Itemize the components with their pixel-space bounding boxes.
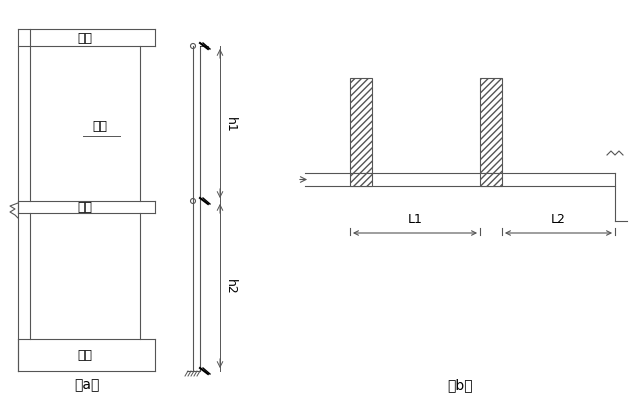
Text: 侧壁: 侧壁 (93, 120, 108, 133)
Text: h2: h2 (224, 278, 237, 294)
Bar (480, 79, 502, 174)
Bar (480, 174, 502, 186)
Bar (350, 174, 372, 186)
Text: L2: L2 (551, 213, 566, 225)
Text: h1: h1 (224, 116, 237, 132)
Text: 顶板: 顶板 (77, 32, 93, 45)
Text: L1: L1 (408, 213, 423, 225)
Text: （a）: （a） (74, 377, 100, 391)
Bar (350, 79, 372, 174)
Text: （b）: （b） (447, 377, 472, 391)
Text: 楼板: 楼板 (77, 201, 93, 214)
Text: 底板: 底板 (77, 348, 93, 362)
